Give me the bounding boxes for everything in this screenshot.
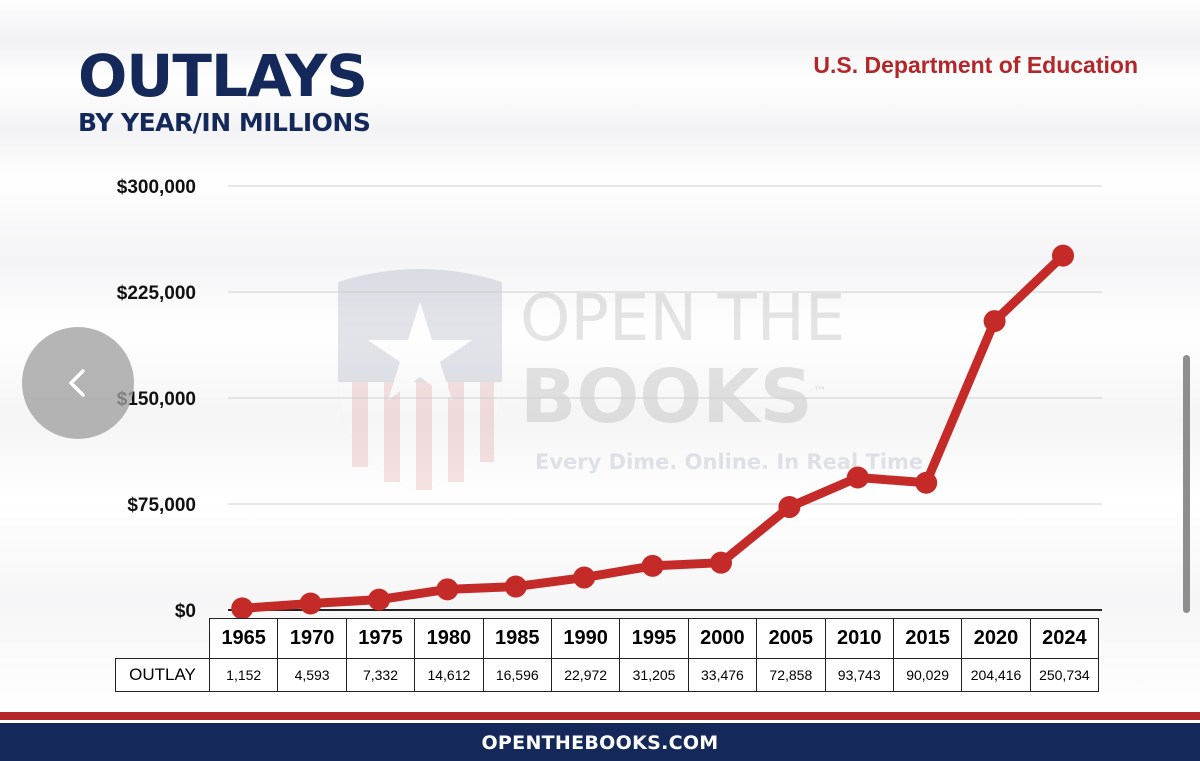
table-value-cell: 31,205	[619, 658, 689, 692]
table-value-cell: 33,476	[687, 658, 758, 692]
table-value-cell: 250,734	[1029, 658, 1100, 692]
page-background	[0, 0, 1200, 712]
table-value-cell: 93,743	[824, 658, 894, 692]
table-value-cell: 204,416	[961, 658, 1031, 692]
table-value-cell: 72,858	[756, 658, 826, 692]
table-year-cell: 1965	[208, 618, 279, 659]
data-point	[368, 588, 390, 611]
footer-red-stripe	[0, 712, 1200, 720]
table-corner	[116, 619, 210, 659]
table-year-cell: 2010	[824, 618, 894, 659]
y-tick-label: $225,000	[117, 283, 196, 304]
chart-title: OUTLAYS	[78, 42, 368, 110]
table-year-cell: 1975	[345, 618, 416, 659]
data-point	[641, 554, 664, 577]
table-year-cell: 1995	[619, 618, 689, 659]
data-point	[299, 592, 322, 615]
table-value-cell: 22,972	[550, 658, 621, 692]
y-tick-label: $0	[175, 601, 196, 622]
chart-subtitle: BY YEAR/IN MILLIONS	[78, 108, 371, 137]
data-points	[231, 244, 1074, 620]
data-point	[1052, 244, 1074, 267]
y-tick-label: $150,000	[117, 389, 196, 410]
grid-lines	[228, 185, 1102, 611]
table-year-cell: 1980	[414, 618, 484, 659]
chevron-left-icon	[69, 369, 85, 397]
table-value-cell: 14,612	[414, 658, 484, 692]
data-point	[983, 310, 1006, 333]
y-axis-ticks: $0 $75,000 $150,000 $225,000 $300,000	[117, 177, 196, 622]
table-row-label: OUTLAY	[115, 658, 210, 692]
table-value-cell: 7,332	[345, 658, 416, 692]
data-point	[846, 466, 869, 489]
footer-white-stripe	[0, 720, 1200, 723]
table-value-cell: 90,029	[892, 658, 963, 692]
footer-bar: OPENTHEBOOKS.COM	[0, 712, 1200, 761]
y-tick-label: $75,000	[127, 495, 196, 516]
data-point	[710, 551, 732, 574]
table-year-cell: 2000	[687, 618, 758, 659]
table-year-cell: 1970	[277, 618, 347, 659]
data-point	[504, 575, 527, 598]
table-value-cell: 1,152	[208, 658, 279, 692]
data-point	[436, 578, 459, 601]
table-year-cell: 2005	[756, 618, 826, 659]
table-value-cell: 16,596	[482, 658, 552, 692]
previous-button[interactable]	[22, 327, 134, 439]
table-year-row: 1965 1970 1975 1980 1985 1990 1995 2000 2005 2010…	[116, 618, 1100, 659]
table-year-cell: 1990	[550, 618, 621, 659]
scrollbar-thumb[interactable]	[1183, 355, 1190, 613]
data-point	[778, 496, 801, 519]
y-tick-label: $300,000	[117, 177, 196, 198]
table-value-cell: 4,593	[277, 658, 347, 692]
data-table: 1965 1970 1975 1980 1985 1990 1995 2000 2005 2010…	[115, 618, 1100, 692]
data-point	[231, 597, 254, 620]
table-year-cell: 2015	[892, 618, 963, 659]
table-year-cell: 1985	[482, 618, 552, 659]
table-year-cell: 2024	[1029, 618, 1100, 659]
data-point	[573, 566, 596, 589]
data-point	[915, 471, 938, 494]
footer-site: OPENTHEBOOKS.COM	[481, 732, 719, 754]
table-year-cell: 2020	[961, 618, 1031, 659]
table-value-row: OUTLAY 1,152 4,593 7,332 14,612 16,596 22,972…	[115, 658, 1100, 692]
agency-label: U.S. Department of Education	[813, 52, 1138, 78]
